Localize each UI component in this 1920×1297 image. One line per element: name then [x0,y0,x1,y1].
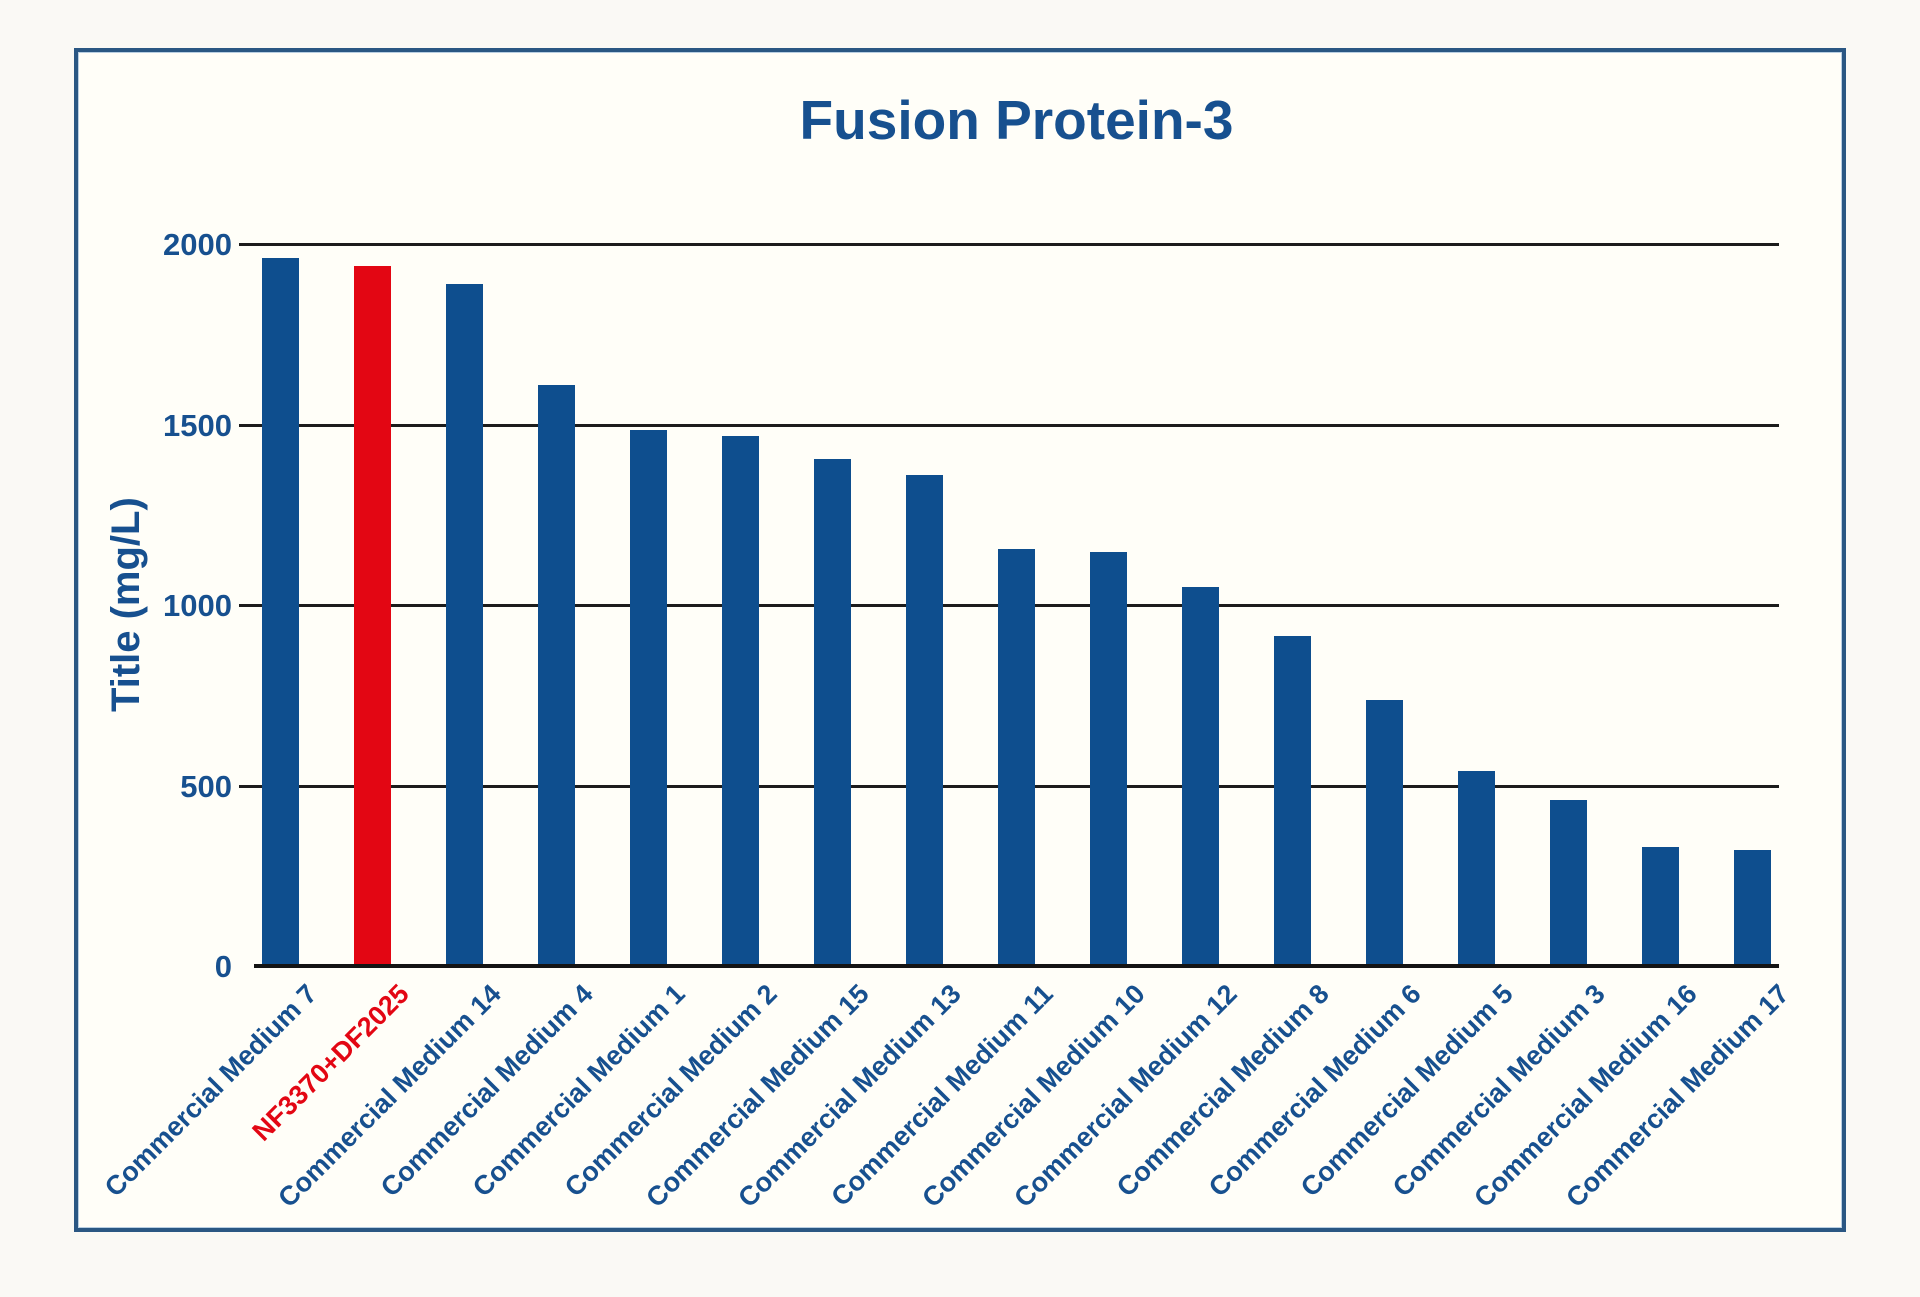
bar-slot: Commercial Medium 3 [1386,244,1610,1202]
plot-area: 0 500 1000 1500 2000 Commercial Medium 7 NF33… [98,229,1794,1213]
bar [814,458,851,966]
bar [1550,799,1587,966]
bar-slot: Commercial Medium 7 [98,244,322,1202]
bar-slot: Commercial Medium 17 [1560,244,1794,1213]
bar-slot: Commercial Medium 15 [640,244,874,1213]
chart-title: Fusion Protein-3 [799,89,1234,151]
bar [1642,846,1679,966]
bar [446,283,483,966]
bar-slot: Commercial Medium 10 [916,244,1150,1213]
bar-slot: Commercial Medium 4 [374,244,598,1202]
bar-slot: NF3370+DF2025 [246,244,414,1147]
y-tick-mark-500 [239,784,254,788]
bar [1090,551,1127,966]
bar [1734,850,1771,966]
bar [262,258,299,966]
y-tick-mark-2000 [239,243,254,246]
bar [906,475,943,966]
bar-slot: Commercial Medium 1 [466,244,690,1202]
bar [1458,771,1495,966]
chart-frame: Fusion Protein-3 Title (mg/L) 0 500 1000 15… [74,48,1846,1232]
bar-slot: Commercial Medium 16 [1468,244,1702,1213]
bar-slot: Commercial Medium 12 [1008,244,1242,1213]
y-tick-mark-1000 [239,604,254,607]
y-tick-label-500: 500 [180,768,232,804]
bar [630,429,667,966]
bar [1182,586,1219,966]
y-tick-label-2000: 2000 [163,227,232,262]
bar-slot: Commercial Medium 2 [558,244,782,1202]
bar-slot: Commercial Medium 8 [1110,244,1334,1202]
bar [1274,635,1311,966]
bar [722,436,759,966]
bar-slot: Commercial Medium 13 [732,244,966,1213]
gridline-1500 [254,423,1779,427]
bar [998,549,1035,966]
bar [1366,699,1403,966]
bar [538,384,575,966]
bars-layer: Commercial Medium 7 NF3370+DF2025 Commerci… [98,244,1794,1213]
bar-slot: Commercial Medium 11 [825,244,1058,1212]
bar-slot: Commercial Medium 14 [272,244,506,1213]
y-tick-mark-1500 [239,423,254,427]
y-tick-label-1500: 1500 [163,407,232,443]
x-axis-line [254,964,1779,968]
y-tick-label-0: 0 [214,949,232,984]
gridline-2000 [254,243,1779,246]
y-tick-label-1000: 1000 [163,588,232,623]
bar-highlighted [354,266,391,966]
bar-slot: Commercial Medium 6 [1202,244,1426,1202]
bar-slot: Commercial Medium 5 [1294,244,1518,1202]
